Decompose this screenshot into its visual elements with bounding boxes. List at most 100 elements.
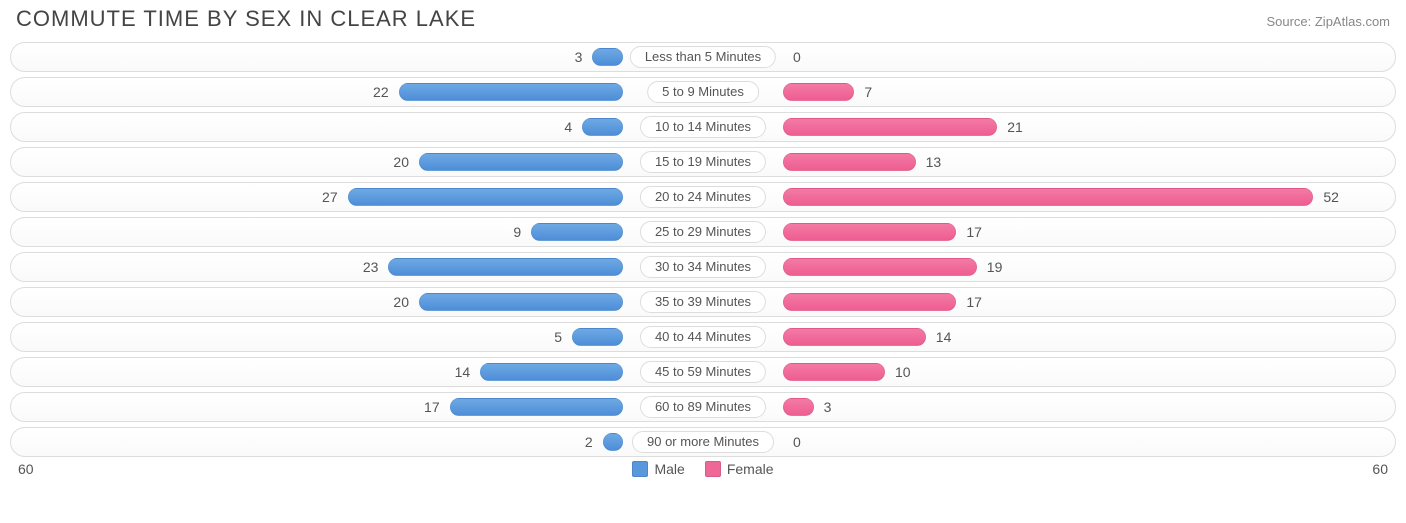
- category-badge: 5 to 9 Minutes: [647, 81, 759, 103]
- male-value-label: 22: [363, 84, 399, 100]
- female-half: 17: [703, 218, 1395, 246]
- chart-row: 23 19 30 to 34 Minutes: [10, 252, 1396, 282]
- female-bar: [783, 328, 926, 346]
- female-value-label: 19: [977, 259, 1013, 275]
- female-value-label: 10: [885, 364, 921, 380]
- female-half: 7: [703, 78, 1395, 106]
- female-half: 13: [703, 148, 1395, 176]
- male-value-label: 9: [503, 224, 531, 240]
- female-value-label: 13: [916, 154, 952, 170]
- legend: Male Female: [632, 461, 773, 477]
- footer: 60 Male Female 60: [10, 457, 1396, 477]
- male-half: 14: [11, 358, 703, 386]
- female-value-label: 7: [854, 84, 882, 100]
- category-badge: 45 to 59 Minutes: [640, 361, 766, 383]
- male-bar: [419, 153, 623, 171]
- female-half: 0: [703, 43, 1395, 71]
- male-bar: [399, 83, 623, 101]
- female-value-label: 0: [783, 49, 811, 65]
- male-value-label: 5: [544, 329, 572, 345]
- source-attribution: Source: ZipAtlas.com: [1266, 14, 1390, 29]
- male-half: 3: [11, 43, 703, 71]
- male-half: 5: [11, 323, 703, 351]
- female-bar: [783, 118, 997, 136]
- legend-male-label: Male: [654, 461, 684, 477]
- category-badge: 20 to 24 Minutes: [640, 186, 766, 208]
- male-half: 22: [11, 78, 703, 106]
- male-bar: [603, 433, 623, 451]
- female-value-label: 14: [926, 329, 962, 345]
- female-bar: [783, 258, 977, 276]
- male-value-label: 27: [312, 189, 348, 205]
- header: COMMUTE TIME BY SEX IN CLEAR LAKE Source…: [10, 6, 1396, 32]
- female-bar: [783, 363, 885, 381]
- female-bar: [783, 188, 1313, 206]
- category-badge: 40 to 44 Minutes: [640, 326, 766, 348]
- male-value-label: 20: [383, 154, 419, 170]
- chart-rows: 30Less than 5 Minutes2275 to 9 Minutes42…: [10, 42, 1396, 457]
- male-bar: [419, 293, 623, 311]
- category-badge: 35 to 39 Minutes: [640, 291, 766, 313]
- axis-left-max: 60: [18, 461, 34, 477]
- axis-right-max: 60: [1372, 461, 1388, 477]
- female-bar: [783, 398, 814, 416]
- female-value-label: 3: [814, 399, 842, 415]
- chart-row: 91725 to 29 Minutes: [10, 217, 1396, 247]
- legend-item-male: Male: [632, 461, 684, 477]
- female-value-label: 52: [1313, 189, 1349, 205]
- male-half: 2: [11, 428, 703, 456]
- chart-row: 30Less than 5 Minutes: [10, 42, 1396, 72]
- female-half: 14: [703, 323, 1395, 351]
- male-value-label: 2: [575, 434, 603, 450]
- male-swatch-icon: [632, 461, 648, 477]
- male-value-label: 20: [383, 294, 419, 310]
- category-badge: 10 to 14 Minutes: [640, 116, 766, 138]
- female-half: 0: [703, 428, 1395, 456]
- male-bar: [531, 223, 623, 241]
- female-half: 19: [703, 253, 1395, 281]
- female-half: 10: [703, 358, 1395, 386]
- chart-row: 22 7 5 to 9 Minutes: [10, 77, 1396, 107]
- chart-row: 17 3 60 to 89 Minutes: [10, 392, 1396, 422]
- male-half: 20: [11, 148, 703, 176]
- female-bar: [783, 223, 956, 241]
- male-bar: [592, 48, 623, 66]
- male-value-label: 23: [353, 259, 389, 275]
- female-half: 52: [703, 183, 1395, 211]
- male-bar: [450, 398, 623, 416]
- female-value-label: 17: [956, 224, 992, 240]
- female-value-label: 0: [783, 434, 811, 450]
- male-half: 17: [11, 393, 703, 421]
- chart-title: COMMUTE TIME BY SEX IN CLEAR LAKE: [16, 6, 476, 32]
- female-half: 17: [703, 288, 1395, 316]
- legend-female-label: Female: [727, 461, 774, 477]
- category-badge: 90 or more Minutes: [632, 431, 774, 453]
- category-badge: 30 to 34 Minutes: [640, 256, 766, 278]
- male-bar: [582, 118, 623, 136]
- category-badge: 60 to 89 Minutes: [640, 396, 766, 418]
- chart-row: 4 2110 to 14 Minutes: [10, 112, 1396, 142]
- male-half: 27: [11, 183, 703, 211]
- chart-row: 14 10 45 to 59 Minutes: [10, 357, 1396, 387]
- male-bar: [572, 328, 623, 346]
- male-bar: [388, 258, 623, 276]
- chart-row: 5 14 40 to 44 Minutes: [10, 322, 1396, 352]
- chart-row: 20 1735 to 39 Minutes: [10, 287, 1396, 317]
- male-bar: [348, 188, 623, 206]
- female-bar: [783, 293, 956, 311]
- female-bar: [783, 83, 854, 101]
- female-half: 3: [703, 393, 1395, 421]
- chart-row: 2 0 90 or more Minutes: [10, 427, 1396, 457]
- male-bar: [480, 363, 623, 381]
- male-half: 20: [11, 288, 703, 316]
- male-value-label: 4: [554, 119, 582, 135]
- male-value-label: 3: [565, 49, 593, 65]
- male-half: 4: [11, 113, 703, 141]
- female-bar: [783, 153, 916, 171]
- male-value-label: 17: [414, 399, 450, 415]
- male-half: 23: [11, 253, 703, 281]
- female-swatch-icon: [705, 461, 721, 477]
- chart-row: 201315 to 19 Minutes: [10, 147, 1396, 177]
- male-value-label: 14: [445, 364, 481, 380]
- female-half: 21: [703, 113, 1395, 141]
